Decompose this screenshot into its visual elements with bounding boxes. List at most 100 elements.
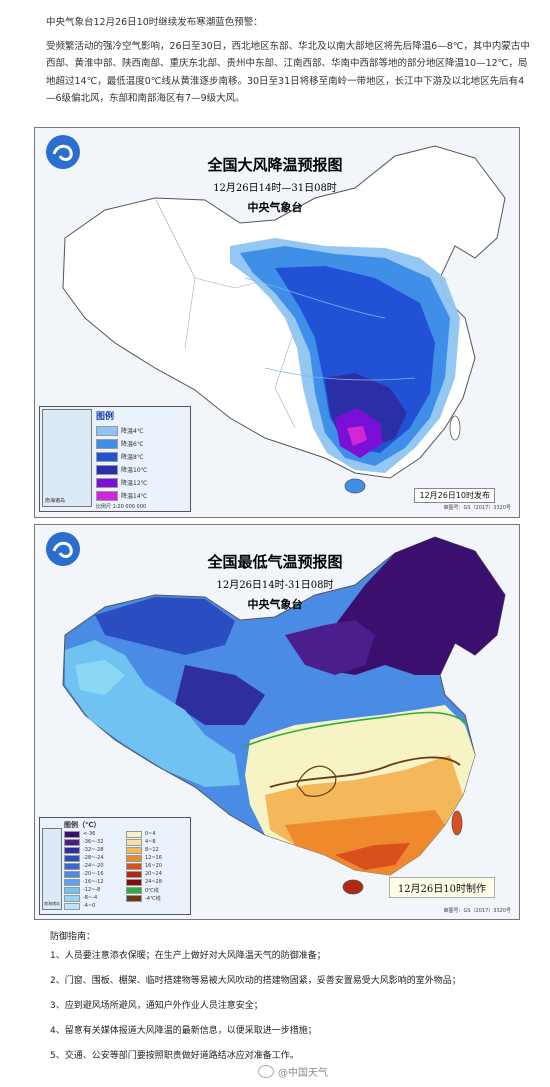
map2r-legend-swatch <box>126 846 142 854</box>
map2l-legend-label: -24~-20 <box>83 863 104 869</box>
map2r-legend-swatch <box>126 894 142 902</box>
min-temperature-map-graphic <box>35 525 519 919</box>
map2l-legend-label: <-36 <box>83 831 96 837</box>
map2r-legend-label: 24~28 <box>145 879 162 885</box>
inset-caption-2: 南海诸岛 <box>44 901 60 906</box>
map2l-legend-swatch <box>64 846 80 854</box>
map1-title: 全国大风降温预报图 <box>207 156 343 174</box>
map2l-legend-label: -8~-4 <box>83 895 98 901</box>
map1-legend-item: 降温14℃ <box>96 489 188 502</box>
map1-legend-swatch <box>96 425 118 436</box>
warning-body: 受频繁活动的强冷空气影响，26日至30日，西北地区东部、华北及以南大部地区将先后… <box>46 40 530 105</box>
map2-legend-title: 图例（℃） <box>64 821 101 829</box>
map1-legend-swatch <box>96 464 118 475</box>
map2r-legend-item: 16~20 <box>126 862 162 870</box>
map2l-legend-swatch <box>64 854 80 862</box>
south-china-sea-inset-2: 南海诸岛 <box>42 828 62 910</box>
map1-legend-item: 降温8℃ <box>96 450 188 463</box>
map2l-legend-item: -36~-32 <box>64 838 104 846</box>
map1-legend-label: 降温14℃ <box>121 493 148 500</box>
map2r-legend-label: 0℃线 <box>145 887 159 894</box>
map2l-legend-swatch <box>64 878 80 886</box>
map1-legend-label: 降温6℃ <box>121 441 144 448</box>
min-temperature-map: 全国最低气温预报图 12月26日14时-31日08时 中央气象台 南海诸岛 图例… <box>34 524 520 920</box>
map2r-legend-item: 24~28 <box>126 878 162 886</box>
watermark-text: @中国天气 <box>278 1068 328 1079</box>
map2l-legend-label: -20~-16 <box>83 871 104 877</box>
map1-period: 12月26日14时—31日08时 <box>213 183 337 194</box>
cma-logo-icon-2 <box>46 532 80 566</box>
map2l-legend-item: -12~-8 <box>64 886 104 894</box>
map2l-legend-label: -12~-8 <box>83 887 101 893</box>
map2l-legend-item: -16~-12 <box>64 878 104 886</box>
map1-legend-item: 降温6℃ <box>96 437 188 450</box>
map2l-legend-swatch <box>64 870 80 878</box>
map1-legend-item: 降温10℃ <box>96 463 188 476</box>
map2r-legend-item: 20~24 <box>126 870 162 878</box>
defense-tip: 4、留意有关媒体报道大风降温的最新信息，以便采取进一步措施； <box>50 1026 317 1036</box>
map2l-legend-label: -16~-12 <box>83 879 104 885</box>
map2r-legend-label: -4℃线 <box>145 895 161 902</box>
map2r-legend-label: 0~4 <box>145 831 156 837</box>
map1-map-number: 审图号：GS（2017）3320号 <box>443 505 512 511</box>
map1-legend-title: 图例 <box>96 412 115 422</box>
defense-tip: 5、交通、公安等部门要按照职责做好道路结冰应对准备工作。 <box>50 1051 299 1061</box>
map2l-legend-swatch <box>64 894 80 902</box>
map2l-legend-label: -36~-32 <box>83 839 104 845</box>
map2l-legend-label: -4~0 <box>83 903 96 909</box>
map1-legend-item: 降温4℃ <box>96 424 188 437</box>
map2r-legend-label: 8~12 <box>145 847 159 853</box>
map2l-legend-swatch <box>64 830 80 838</box>
map2r-legend-label: 16~20 <box>145 863 162 869</box>
map1-legend-swatch <box>96 490 118 501</box>
map1-legend-swatch <box>96 438 118 449</box>
defense-tip: 1、人员要注意添衣保暖；在生产上做好对大风降温天气的防御准备； <box>50 951 326 961</box>
map2l-legend-item: <-36 <box>64 830 104 838</box>
map2l-legend-item: -20~-16 <box>64 870 104 878</box>
map2r-legend-swatch <box>126 878 142 886</box>
map2r-legend-swatch <box>126 862 142 870</box>
map2r-legend-item: 12~16 <box>126 854 162 862</box>
map2r-legend-item: 8~12 <box>126 846 162 854</box>
defense-tip: 2、门窗、围板、棚架、临时搭建物等易被大风吹动的搭建物固紧，妥善安置易受大风影响… <box>50 976 461 986</box>
map2l-legend-swatch <box>64 886 80 894</box>
map2l-legend-item: -32~-28 <box>64 846 104 854</box>
defense-guide-heading: 防御指南： <box>50 932 96 942</box>
map1-legend-swatch <box>96 477 118 488</box>
inset-caption: 南海诸岛 <box>45 498 66 504</box>
map2-period: 12月26日14时-31日08时 <box>216 580 334 591</box>
map1-legend: 南海诸岛 图例 降温4℃ 降温6℃ 降温8℃ 降温10℃ 降温12℃ 降温14℃ 比例尺 … <box>39 406 191 512</box>
map2l-legend-item: -24~-20 <box>64 862 104 870</box>
map2r-legend-label: 20~24 <box>145 871 162 877</box>
map2l-legend-item: -28~-24 <box>64 854 104 862</box>
map2r-legend-swatch <box>126 854 142 862</box>
map2r-legend-swatch <box>126 838 142 846</box>
map1-legend-label: 降温10℃ <box>121 467 148 474</box>
map1-legend-label: 降温12℃ <box>121 480 148 487</box>
map2r-legend-item: -4℃线 <box>126 894 162 902</box>
map2r-legend-swatch <box>126 830 142 838</box>
map2l-legend-swatch <box>64 838 80 846</box>
map2r-legend-label: 4~8 <box>145 839 156 845</box>
map1-legend-swatch <box>96 451 118 462</box>
watermark: @中国天气 <box>258 1064 328 1079</box>
defense-tip: 3、应到避风场所避风，通知户外作业人员注意安全； <box>50 1001 263 1011</box>
map2r-legend-item: 0℃线 <box>126 886 162 894</box>
map2l-legend-label: -32~-28 <box>83 847 104 853</box>
map2-agency: 中央气象台 <box>247 598 303 611</box>
intro-text: 中央气象台12月26日10时继续发布寒潮蓝色预警： 受频繁活动的强冷空气影响，2… <box>46 14 532 112</box>
map2-map-number: 审图号：GS（2017）3320号 <box>443 908 512 914</box>
map2r-legend-swatch <box>126 870 142 878</box>
map2r-legend-label: 12~16 <box>145 855 162 861</box>
map1-issue-stamp: 12月26日10时发布 <box>414 488 495 503</box>
wind-cooling-map-graphic <box>35 128 519 517</box>
map1-legend-label: 降温8℃ <box>121 454 144 461</box>
map2r-legend-item: 0~4 <box>126 830 162 838</box>
map2l-legend-item: -8~-4 <box>64 894 104 902</box>
defense-guide: 防御指南： 1、人员要注意添衣保暖；在生产上做好对大风降温天气的防御准备； 2、门… <box>36 925 526 1075</box>
cma-logo-icon <box>46 135 80 169</box>
map2-legend: 南海诸岛 图例（℃） <-36 -36~-32 -32~-28 -28~-24 -24~… <box>39 817 191 915</box>
map1-legend-label: 降温4℃ <box>121 428 144 435</box>
map1-legend-item: 降温12℃ <box>96 476 188 489</box>
map1-scale: 比例尺 1:20 000 000 <box>96 504 147 510</box>
